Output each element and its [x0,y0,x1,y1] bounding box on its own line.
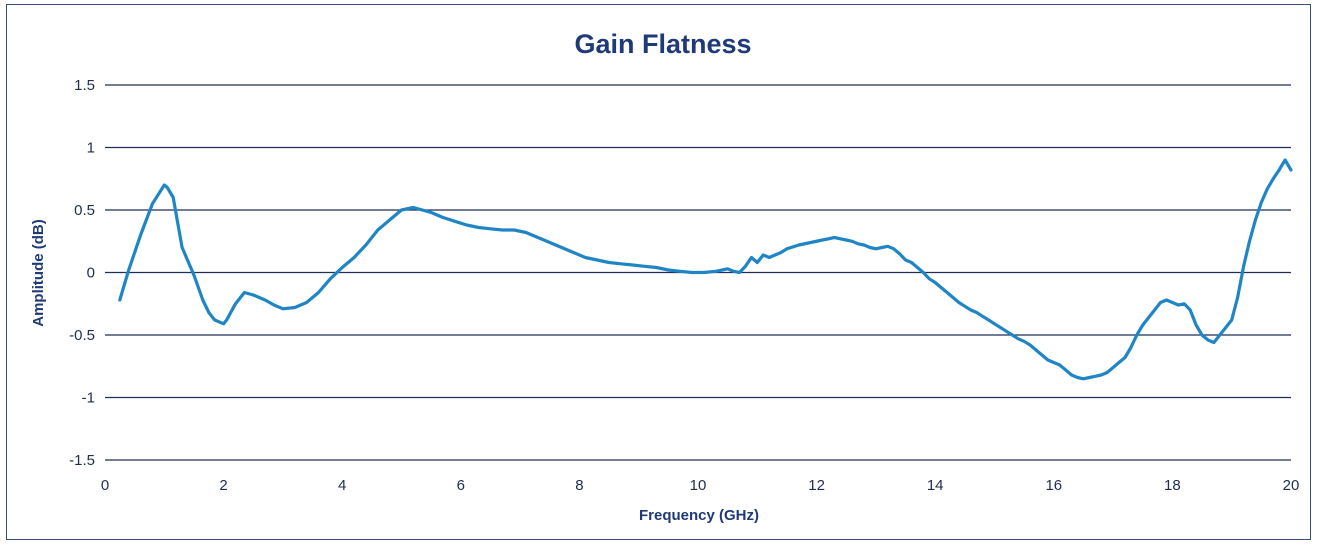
gain-flatness-chart: Gain Flatness -1.5 -1 -0.5 0 0.5 1 1.5 0 2 4 6 8 10… [30,29,1300,524]
gridlines [105,84,1291,461]
x-tick-label: 8 [575,477,583,494]
x-tick-label: 2 [219,477,227,494]
series-line [118,158,1293,381]
x-tick-label: 10 [690,477,707,494]
chart-title: Gain Flatness [574,29,751,59]
x-tick-label: 6 [457,477,465,494]
x-tick-label: 0 [101,477,109,494]
x-tick-label: 16 [1045,477,1062,494]
series-layer [118,158,1293,381]
x-tick-label: 14 [927,477,944,494]
y-tick-label: 0.5 [74,202,95,219]
x-axis-title: Frequency (GHz) [639,507,759,524]
y-axis-title: Amplitude (dB) [30,219,47,326]
y-tick-label: 1.5 [74,77,95,94]
y-tick-labels: -1.5 -1 -0.5 0 0.5 1 1.5 [69,77,95,469]
y-tick-label: 1 [87,140,95,157]
chart-frame: Gain Flatness -1.5 -1 -0.5 0 0.5 1 1.5 0 2 4 6 8 10… [6,4,1311,540]
x-tick-label: 20 [1283,477,1300,494]
x-tick-label: 18 [1164,477,1181,494]
x-tick-label: 4 [338,477,346,494]
y-tick-label: -1 [82,390,95,407]
x-tick-label: 12 [808,477,825,494]
y-tick-label: -1.5 [69,452,95,469]
x-tick-labels: 0 2 4 6 8 10 12 14 16 18 20 [101,477,1300,494]
y-tick-label: 0 [87,265,95,282]
y-tick-label: -0.5 [69,327,95,344]
